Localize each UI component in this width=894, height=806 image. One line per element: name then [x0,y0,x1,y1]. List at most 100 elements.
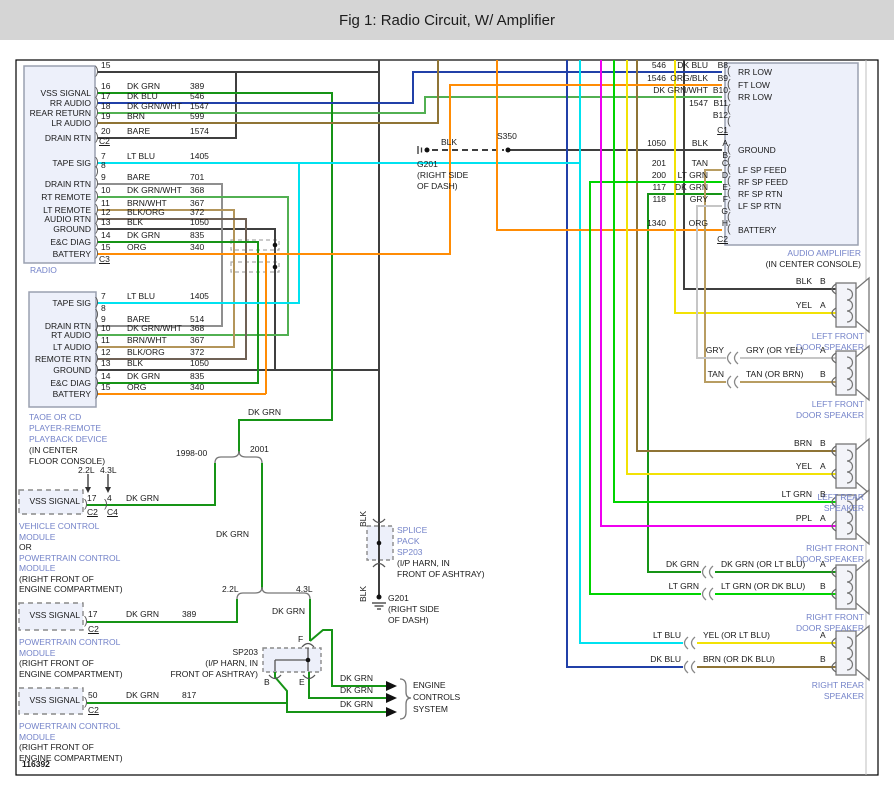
wire [87,463,216,506]
radio-terminal-label: LT REMOTE [43,205,91,215]
ground-location: (RIGHT SIDE [388,604,440,614]
speaker-pin-id: A [820,300,826,310]
radio-pin-number: 20 [101,126,111,136]
junction-dot [272,242,278,248]
wire [97,96,722,114]
vss-module-box [18,687,84,715]
speaker-pin-id: B [820,369,826,379]
speaker-wire-color-before: TAN [707,369,724,379]
radio-connector-ref: C3 [99,254,110,264]
radio-pin-bracket: ) [95,190,99,202]
speaker-pin-id: B [820,581,826,591]
tape-wire-color: LT BLU [127,291,156,301]
inline-connector-icon [701,565,714,579]
module-pin-text: C2 [88,705,99,715]
ground-g201-top [417,146,430,154]
tape-wire-color: ORG [127,382,147,392]
radio-pin-number: 17 [101,91,111,101]
wire [496,60,722,231]
speaker-wire-color: LT GRN [781,489,812,499]
radio-pin-number: 15 [101,60,111,70]
arrowhead-icon [386,707,397,717]
amp-circuit-number: 1050 [647,138,666,148]
speaker-wire-color-before: DK BLU [650,654,681,664]
arrowhead [85,487,91,493]
amp-pin-id: B9 [717,73,728,83]
tape-pin-number: 15 [101,382,111,392]
radio-pin-bracket: ) [95,203,99,215]
tape-terminal-label: GROUND [53,365,91,375]
amp-pin-bracket: ( [727,211,731,223]
speaker-name: DOOR SPEAKER [795,553,864,564]
engine-controls-label: SYSTEM [413,704,448,714]
speaker-coil-icon [846,288,854,323]
radio-wire-color: BARE [127,126,151,136]
engine-controls-label: ENGINE [413,680,446,690]
inline-connector-top [230,239,280,251]
radio-circuit-number: 1050 [190,217,209,227]
radio-wire-color: DK GRN/WHT [127,185,182,195]
amp-pin-bracket: ( [727,143,731,155]
module-name: MODULE [19,647,56,658]
tape-pin-bracket: ) [95,296,99,308]
radio-circuit-number: 372 [190,207,205,217]
speaker-pin-arc [831,307,837,319]
module-name: POWERTRAIN CONTROL [19,721,121,731]
tape-pin-number: 7 [101,291,106,301]
tape-terminal-label: DRAIN RTN [44,321,91,331]
amp-terminal-label: RR LOW [738,92,772,102]
amp-pin-bracket: ( [727,199,731,211]
tape-terminal-label: RT AUDIO [51,330,91,340]
engine-option-arrows [87,474,109,487]
speaker-name: RIGHT FRONT [806,543,864,553]
radio-pin-number: 16 [101,81,111,91]
speaker-coil-icon [846,356,854,391]
module-name: MODULE [19,531,56,542]
tape-pin-number: 12 [101,347,111,357]
speaker-wire-color-before: DK GRN [665,559,699,569]
splice-location: FRONT OF ASHTRAY) [170,669,258,679]
radio-circuit-number: 1405 [190,151,209,161]
tape-circuit-number: 372 [190,347,205,357]
tape-circuit-number: 368 [190,323,205,333]
radio-pin-number: 7 [101,151,106,161]
ground-g201-bottom [372,594,386,610]
tape-circuit-number: 340 [190,382,205,392]
speaker-cone-icon [855,344,870,402]
amp-pin-bracket: ( [727,223,731,235]
splice-pack-location: (I/P HARN, IN [397,558,450,568]
amp-terminal-label: LF SP FEED [738,165,787,175]
module-pin-text: 2.2L [78,465,95,475]
tape-wire-color: BRN/WHT [127,335,167,345]
amp-circuit-number: 201 [651,158,666,168]
engine-controls-label: CONTROLS [413,692,461,702]
wire [600,60,836,527]
module-name: ENGINE COMPARTMENT) [19,584,123,594]
tape-wire-color: DK GRN [127,371,161,381]
speaker-coil-icon [846,500,854,535]
splice-pack-name: SP203 [397,547,423,557]
amp-wire-color: GRY [689,194,708,204]
engine-split-brace [236,586,311,600]
splice-name: SP203 [232,647,258,657]
tape-pin-bracket: ) [95,387,99,399]
pin-arc-F [301,642,315,648]
speaker-name: SPEAKER [823,690,864,701]
amp-pin-bracket: ( [727,103,731,115]
module-name: MODULE [19,731,56,742]
inline-connector-icon [726,351,739,365]
module-name: ENGINE COMPARTMENT) [19,668,123,679]
speaker-name: DOOR SPEAKER [795,622,864,633]
radio-pin-bracket: ) [95,106,99,118]
splice-s350-dot [505,147,511,153]
speaker-cone-icon [855,558,870,616]
radio-pin-bracket: ) [95,235,99,247]
ground-location: (RIGHT SIDE [417,170,469,180]
speaker-wire-color: BLK [795,276,812,286]
wire [309,629,386,687]
module-pin-text: C2 [88,624,99,634]
amp-pin-id: C [721,158,728,168]
arrowhead-icon [386,681,397,691]
speaker-wire-color-before: LT GRN [668,581,699,591]
module-pin-text: 817 [182,690,197,700]
